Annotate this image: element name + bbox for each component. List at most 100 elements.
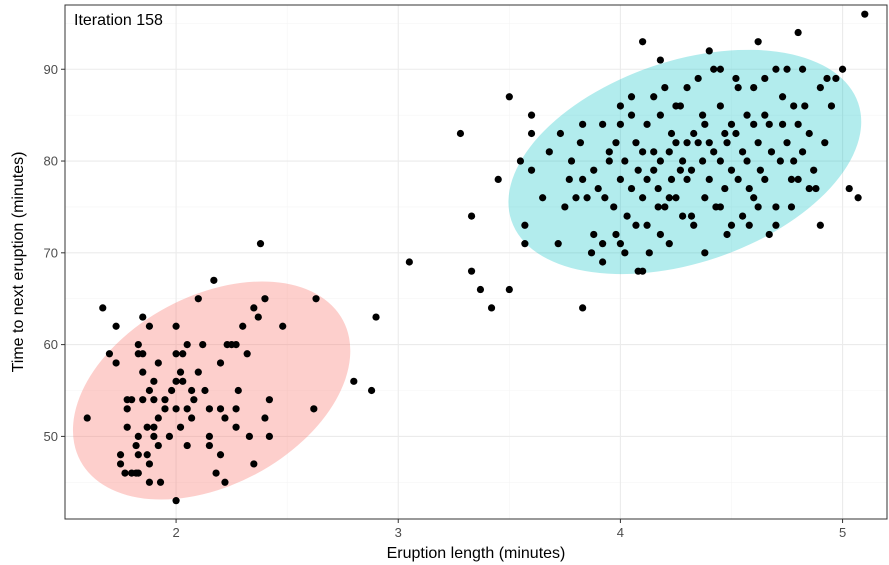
data-point bbox=[612, 230, 620, 239]
data-point bbox=[634, 166, 642, 174]
data-point bbox=[216, 405, 225, 413]
data-point bbox=[154, 414, 162, 422]
data-point bbox=[794, 175, 802, 183]
y-axis-title: Time to next eruption (minutes) bbox=[10, 152, 27, 373]
data-point bbox=[683, 84, 691, 92]
data-point bbox=[367, 386, 376, 395]
data-point bbox=[254, 313, 262, 321]
data-point bbox=[467, 267, 476, 275]
panel-border bbox=[64, 4, 888, 520]
data-point bbox=[672, 139, 680, 147]
data-point bbox=[710, 148, 718, 156]
data-point bbox=[656, 56, 664, 64]
data-point bbox=[116, 460, 125, 468]
y-tick-label: 90 bbox=[44, 62, 58, 77]
data-point bbox=[798, 65, 807, 73]
data-point bbox=[716, 203, 724, 211]
data-point bbox=[172, 497, 180, 505]
data-point bbox=[643, 221, 651, 229]
data-point bbox=[590, 166, 598, 174]
data-point bbox=[405, 258, 413, 266]
data-point bbox=[190, 396, 198, 404]
data-point bbox=[723, 230, 731, 239]
data-point bbox=[787, 175, 796, 183]
data-point bbox=[505, 93, 513, 101]
data-point bbox=[687, 212, 696, 220]
data-point bbox=[83, 414, 91, 422]
data-point bbox=[183, 405, 191, 413]
data-point bbox=[761, 74, 769, 83]
y-tick-label: 70 bbox=[44, 245, 58, 260]
data-point bbox=[683, 175, 691, 183]
data-point bbox=[750, 120, 758, 128]
data-point bbox=[350, 377, 358, 385]
data-point bbox=[627, 184, 636, 193]
data-point bbox=[539, 194, 547, 202]
data-point bbox=[643, 175, 651, 183]
data-point bbox=[176, 368, 185, 376]
data-point bbox=[794, 120, 802, 128]
data-point bbox=[727, 120, 736, 128]
data-point bbox=[810, 166, 818, 174]
data-point bbox=[767, 148, 776, 156]
data-point bbox=[639, 148, 647, 156]
data-point bbox=[201, 386, 209, 395]
data-point bbox=[676, 166, 684, 174]
data-point bbox=[694, 139, 702, 147]
data-point bbox=[256, 240, 265, 248]
data-point bbox=[761, 175, 769, 183]
data-point bbox=[723, 139, 731, 147]
data-point bbox=[794, 28, 802, 37]
data-point bbox=[679, 157, 687, 165]
x-tick-label: 3 bbox=[395, 525, 402, 540]
data-point bbox=[150, 432, 158, 440]
data-point bbox=[128, 396, 136, 404]
data-point bbox=[116, 451, 125, 459]
data-point bbox=[661, 203, 669, 211]
data-point bbox=[172, 405, 180, 413]
data-point bbox=[743, 111, 751, 119]
data-point bbox=[823, 74, 831, 83]
data-point bbox=[487, 304, 496, 312]
data-point bbox=[134, 451, 142, 459]
data-point bbox=[579, 120, 587, 128]
data-point bbox=[194, 368, 202, 376]
data-point bbox=[123, 405, 131, 413]
data-point bbox=[621, 157, 629, 165]
data-point bbox=[854, 194, 862, 202]
data-point bbox=[261, 295, 269, 303]
data-point bbox=[145, 322, 154, 330]
y-tick-label: 60 bbox=[44, 337, 58, 352]
data-point bbox=[665, 194, 673, 202]
data-point bbox=[679, 212, 687, 220]
data-point bbox=[816, 84, 824, 92]
data-point bbox=[310, 405, 318, 413]
data-point bbox=[754, 38, 762, 46]
data-point bbox=[721, 184, 729, 193]
data-point bbox=[156, 478, 165, 486]
data-point bbox=[188, 414, 196, 422]
data-point bbox=[205, 405, 214, 413]
data-point bbox=[572, 194, 580, 202]
data-point bbox=[134, 432, 142, 440]
data-point bbox=[821, 139, 829, 147]
data-point bbox=[265, 432, 273, 440]
data-point bbox=[179, 377, 187, 385]
data-point bbox=[705, 139, 713, 147]
data-point bbox=[790, 157, 798, 165]
data-point bbox=[845, 184, 853, 193]
data-point bbox=[610, 203, 618, 211]
data-point bbox=[665, 148, 673, 156]
data-point bbox=[150, 423, 158, 431]
data-point bbox=[667, 175, 676, 183]
data-point bbox=[790, 102, 798, 110]
data-point bbox=[188, 386, 196, 395]
data-point bbox=[694, 74, 702, 83]
data-point bbox=[99, 304, 107, 312]
data-point bbox=[232, 423, 240, 431]
data-point bbox=[139, 313, 147, 321]
data-point bbox=[765, 120, 773, 128]
data-point bbox=[216, 359, 225, 367]
data-point bbox=[650, 166, 658, 174]
